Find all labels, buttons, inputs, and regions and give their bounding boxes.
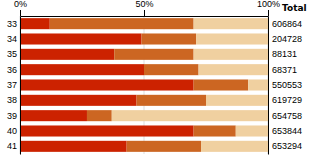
y-tick-label: 37 — [7, 80, 17, 90]
y-tick: 41 — [7, 141, 17, 151]
totals-axis: 606864 204728 88131 68371 550553 619729 654758… — [269, 17, 303, 155]
total-label: 653844 — [272, 126, 302, 136]
total-label: 606864 — [272, 19, 302, 29]
y-tick: 34 — [7, 34, 17, 44]
y-tick: 39 — [7, 111, 17, 121]
total-tick: 619729 — [272, 95, 302, 105]
total-label: 550553 — [272, 80, 302, 90]
total-tick: 654758 — [272, 111, 302, 121]
y-tick: 37 — [7, 80, 17, 90]
total-tick: 68371 — [272, 65, 297, 75]
total-label: 654758 — [272, 111, 302, 121]
y-tick: 33 — [7, 19, 17, 29]
y-tick: 36 — [7, 65, 17, 75]
totals-axis-line — [268, 17, 269, 155]
bar-segment — [196, 33, 268, 44]
title: Total — [282, 3, 307, 13]
bar-segment — [20, 33, 142, 44]
y-tick-label: 38 — [7, 95, 17, 105]
y-tick-label: 33 — [7, 19, 17, 29]
x-axis: 0% 50% 100% — [14, 0, 280, 17]
x-tick-mark — [144, 10, 145, 16]
bar-segment — [20, 141, 127, 152]
bar-segment — [20, 95, 137, 106]
y-tick-label: 35 — [7, 49, 17, 59]
x-tick: 0% — [14, 0, 27, 16]
bar-segment — [20, 110, 87, 121]
bar-segment — [87, 110, 112, 121]
grid-line — [20, 16, 21, 154]
bar-segment — [194, 125, 236, 136]
y-tick-label: 34 — [7, 34, 17, 44]
total-label: 619729 — [272, 95, 302, 105]
y-tick-label: 41 — [7, 141, 17, 151]
y-tick: 38 — [7, 95, 17, 105]
x-tick-mark — [20, 10, 21, 16]
bar-segment — [112, 110, 268, 121]
y-tick-label: 36 — [7, 65, 17, 75]
x-tick: 50% — [135, 0, 153, 16]
total-tick: 653844 — [272, 126, 302, 136]
total-tick: 653294 — [272, 141, 302, 151]
bar-segment — [248, 79, 268, 90]
x-tick-mark — [268, 10, 269, 16]
x-tick-label: 50% — [135, 0, 153, 9]
bar-segment — [194, 18, 268, 29]
grid — [20, 16, 268, 154]
total-tick: 204728 — [272, 34, 302, 44]
bar-segment — [20, 18, 50, 29]
x-tick-label: 0% — [14, 0, 27, 9]
y-tick-label: 40 — [7, 126, 17, 136]
bar-segment — [114, 49, 193, 60]
bar-segment — [236, 125, 268, 136]
x-tick: 100% — [257, 0, 280, 16]
bar-segment — [127, 141, 201, 152]
total-label: 204728 — [272, 34, 302, 44]
bar-segment — [20, 79, 194, 90]
x-axis-line — [21, 16, 269, 17]
bar-segment — [144, 64, 199, 75]
bar-segment — [20, 49, 114, 60]
bar-segment — [50, 18, 194, 29]
y-tick: 40 — [7, 126, 17, 136]
bar-segment — [199, 64, 268, 75]
total-tick: 550553 — [272, 80, 302, 90]
y-axis-line — [20, 17, 21, 155]
total-label: 68371 — [272, 65, 297, 75]
series — [112, 18, 268, 152]
bar-segment — [201, 141, 268, 152]
total-label: 653294 — [272, 141, 302, 151]
bar-segment — [194, 79, 249, 90]
bar-segment — [20, 125, 194, 136]
bar-segment — [137, 95, 206, 106]
bars — [20, 18, 268, 152]
chart: 0% 50% 100% 33 34 35 36 37 38 39 40 41 606864 204728 8… — [0, 0, 318, 158]
x-tick-label: 100% — [257, 0, 280, 9]
plot: 0% 50% 100% 33 34 35 36 37 38 39 40 41 606864 204728 8… — [7, 0, 307, 155]
total-tick: 88131 — [272, 49, 297, 59]
bar-segment — [20, 64, 144, 75]
total-label: 88131 — [272, 49, 297, 59]
bar-segment — [142, 33, 197, 44]
total-tick: 606864 — [272, 19, 302, 29]
bar-segment — [206, 95, 268, 106]
y-tick-label: 39 — [7, 111, 17, 121]
bar-segment — [194, 49, 268, 60]
y-tick: 35 — [7, 49, 17, 59]
y-axis: 33 34 35 36 37 38 39 40 41 — [7, 17, 21, 155]
